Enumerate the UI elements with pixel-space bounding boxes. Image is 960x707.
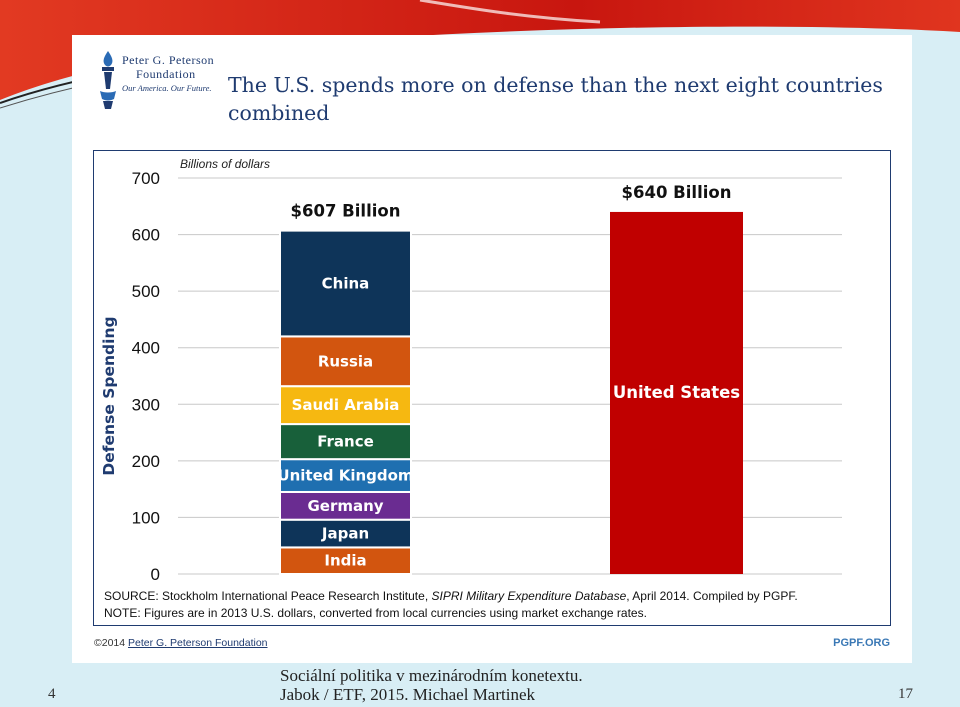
copyright: ©2014 Peter G. Peterson Foundation xyxy=(94,637,268,649)
source-database: SIPRI Military Expenditure Database xyxy=(431,589,627,603)
logo-tagline: Our America. Our Future. xyxy=(122,83,212,93)
segment-label-united-states: United States xyxy=(613,383,740,402)
chart-headline: The U.S. spends more on defense than the… xyxy=(228,73,883,125)
unit-label: Billions of dollars xyxy=(180,157,270,171)
bar-total-label-eight-countries: $607 Billion xyxy=(291,202,401,221)
logo-name-line1: Peter G. Peterson xyxy=(122,53,215,67)
segment-label-india: India xyxy=(324,552,366,570)
y-tick-label-400: 400 xyxy=(132,339,160,358)
bar-segment-france xyxy=(279,423,412,461)
source-note: SOURCE: Stockholm International Peace Re… xyxy=(104,588,884,622)
torch-icon xyxy=(100,51,116,109)
bar-segment-japan xyxy=(279,518,412,549)
segment-label-germany: Germany xyxy=(307,497,383,515)
y-tick-label-0: 0 xyxy=(151,565,160,584)
segment-label-china: China xyxy=(322,275,370,293)
bar-segment-china xyxy=(279,229,412,338)
copyright-link[interactable]: Peter G. Peterson Foundation xyxy=(128,637,268,649)
bar-segment-united-kingdom xyxy=(279,458,412,493)
chart: 0 100 200 300 400 500 600 700 Billions of dollar… xyxy=(100,157,842,584)
site-url[interactable]: PGPF.ORG xyxy=(833,637,890,649)
chart-frame: 0 100 200 300 400 500 600 700 Billions of dollar… xyxy=(93,150,891,626)
pgpf-logo: Peter G. Peterson Foundation Our America… xyxy=(96,49,226,113)
slide-number: 17 xyxy=(898,686,913,702)
bar-segment-united-states xyxy=(610,211,743,574)
source-line: SOURCE: Stockholm International Peace Re… xyxy=(104,588,884,605)
bar-segment-saudi-arabia xyxy=(279,385,412,426)
footer-caption-line1: Sociální politika v mezinárodním konetex… xyxy=(280,666,583,685)
bar-segment-russia xyxy=(279,335,412,388)
y-tick-label-200: 200 xyxy=(132,452,160,471)
segment-label-united-kingdom: United Kingdom xyxy=(277,467,413,485)
y-tick-label-700: 700 xyxy=(132,169,160,188)
segment-label-saudi-arabia: Saudi Arabia xyxy=(292,396,400,414)
y-tick-label-500: 500 xyxy=(132,282,160,301)
source-suffix: , April 2014. Compiled by PGPF. xyxy=(626,589,798,603)
logo-name-line2: Foundation xyxy=(136,67,196,81)
y-tick-label-600: 600 xyxy=(132,226,160,245)
segment-label-japan: Japan xyxy=(321,525,369,543)
bar-segment-india xyxy=(279,546,412,576)
segment-label-russia: Russia xyxy=(318,352,373,370)
footer-caption: Sociální politika v mezinárodním konetex… xyxy=(280,666,583,704)
slide-panel: Peter G. Peterson Foundation Our America… xyxy=(72,35,912,663)
source-prefix: SOURCE: Stockholm International Peace Re… xyxy=(104,589,432,603)
y-tick-label-300: 300 xyxy=(132,395,160,414)
footer-left-number: 4 xyxy=(48,686,56,702)
segment-label-france: France xyxy=(317,433,374,451)
y-tick-label-100: 100 xyxy=(132,508,160,527)
note-line: NOTE: Figures are in 2013 U.S. dollars, … xyxy=(104,606,647,620)
footer-caption-line2: Jabok / ETF, 2015. Michael Martinek xyxy=(280,685,536,704)
bar-total-label-united-states: $640 Billion xyxy=(622,183,732,202)
copyright-year: ©2014 xyxy=(94,637,129,649)
y-axis-title: Defense Spending xyxy=(100,316,118,475)
